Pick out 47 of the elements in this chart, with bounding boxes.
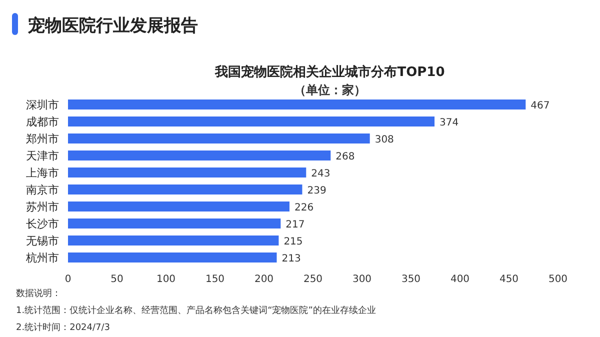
x-tick-label: 400: [450, 274, 470, 285]
data-label: 239: [307, 186, 326, 196]
x-tick-label: 50: [110, 274, 124, 285]
bar: [68, 150, 331, 160]
text: 数据说明：: [16, 288, 61, 299]
y-tick-label: 天津市: [26, 150, 59, 162]
y-tick-label: 长沙市: [26, 218, 59, 230]
bar: [68, 202, 290, 212]
y-tick-label: 上海市: [26, 166, 59, 180]
bar: [68, 134, 370, 144]
y-tick-label: 无锡市: [26, 234, 59, 248]
y-tick-label: 郑州市: [26, 132, 59, 146]
data-label: 374: [440, 118, 459, 128]
annotation: （单位：家）: [294, 83, 366, 97]
x-tick-label: 250: [303, 274, 323, 285]
data-label: 243: [311, 168, 330, 180]
data-label: 213: [282, 254, 301, 264]
x-tick-label: 150: [205, 274, 225, 285]
text: 1.统计范围：仅统计企业名称、经营范围、产品名称包含关键词“宠物医院”的在业存续企业: [16, 305, 376, 316]
y-tick-label: 成都市: [26, 116, 59, 128]
x-tick-label: 300: [352, 274, 372, 285]
x-tick-label: 500: [548, 274, 568, 285]
data-label: 308: [374, 134, 394, 146]
data-label: 215: [284, 236, 303, 248]
x-tick-label: 450: [499, 274, 519, 285]
chart-title: 宠物医院行业发展报告: [27, 16, 198, 36]
text: 2.统计时间：2024/7/3: [16, 322, 110, 333]
x-tick-label: 0: [64, 274, 72, 285]
y-tick-label: 苏州市: [26, 200, 59, 214]
data-label: 226: [294, 202, 314, 214]
y-tick-label: 深圳市: [26, 98, 59, 112]
y-tick-label: 南京市: [26, 184, 59, 196]
bar: [68, 184, 302, 194]
x-tick-label: 100: [156, 274, 176, 285]
bar: [68, 218, 281, 228]
data-label: 217: [286, 220, 305, 230]
data-label: 268: [336, 152, 355, 162]
x-tick-label: 200: [254, 274, 274, 285]
x-tick-label: 350: [401, 274, 421, 285]
bar: [68, 116, 435, 126]
y-tick-label: 杭州市: [25, 252, 59, 264]
bar: [68, 236, 279, 246]
bar: [68, 168, 306, 178]
bar: [68, 100, 526, 110]
chart-subtitle: 我国宠物医院相关企业城市分布TOP10: [214, 64, 445, 80]
data-label: 467: [530, 100, 550, 112]
bar: [68, 252, 277, 262]
